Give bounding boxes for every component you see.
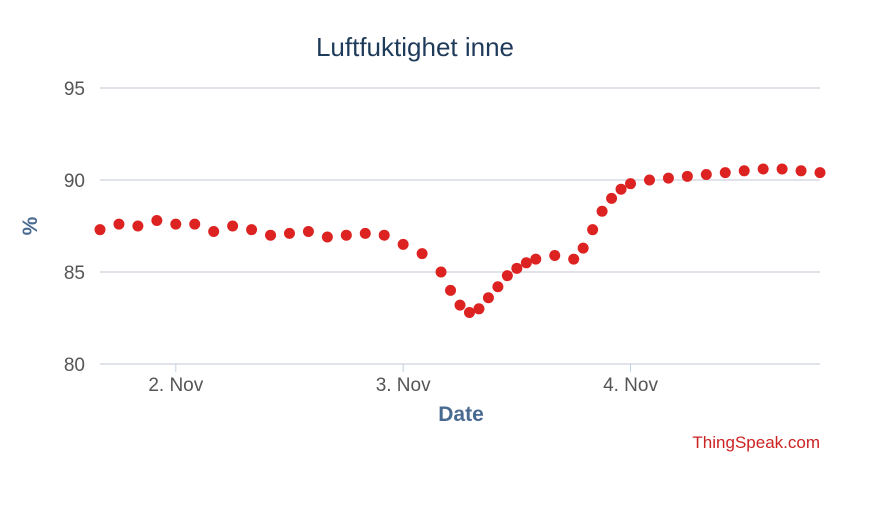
data-point[interactable]	[208, 226, 220, 238]
data-point[interactable]	[530, 253, 542, 265]
data-point[interactable]	[681, 170, 693, 182]
data-point[interactable]	[482, 292, 494, 304]
y-tick-label: 90	[64, 171, 85, 192]
y-axis-title: %	[19, 216, 42, 235]
data-point[interactable]	[246, 224, 258, 236]
data-point[interactable]	[549, 249, 561, 261]
data-point[interactable]	[587, 224, 599, 236]
y-tick-label: 95	[64, 79, 85, 100]
data-point[interactable]	[463, 306, 475, 318]
x-tick-label: 4. Nov	[603, 375, 658, 396]
data-point[interactable]	[795, 165, 807, 177]
y-axis-ticks: 95 90 85 80	[64, 79, 85, 376]
data-point[interactable]	[283, 227, 295, 239]
data-point[interactable]	[378, 229, 390, 241]
data-point[interactable]	[492, 281, 504, 293]
data-point[interactable]	[776, 163, 788, 175]
data-point[interactable]	[321, 231, 333, 243]
data-point[interactable]	[94, 224, 106, 236]
data-point[interactable]	[302, 226, 314, 238]
data-point[interactable]	[151, 214, 163, 226]
data-point[interactable]	[568, 253, 580, 265]
x-axis-title: Date	[438, 403, 484, 426]
data-point[interactable]	[814, 167, 826, 179]
data-point[interactable]	[359, 227, 371, 239]
data-point[interactable]	[170, 218, 182, 230]
data-point[interactable]	[416, 248, 428, 260]
data-point[interactable]	[520, 257, 532, 269]
data-point[interactable]	[340, 229, 352, 241]
data-point[interactable]	[265, 229, 277, 241]
chart-title: Luftfuktighet inne	[316, 32, 514, 62]
data-point[interactable]	[662, 172, 674, 184]
data-point[interactable]	[227, 220, 239, 232]
data-point[interactable]	[643, 174, 655, 186]
data-point[interactable]	[700, 168, 712, 180]
credit-link[interactable]: ThingSpeak.com	[692, 433, 820, 452]
x-tick-label: 2. Nov	[148, 375, 203, 396]
data-point[interactable]	[757, 163, 769, 175]
data-point[interactable]	[596, 205, 608, 217]
data-series	[94, 163, 826, 318]
y-tick-label: 85	[64, 263, 85, 284]
y-tick-label: 80	[64, 355, 85, 376]
x-axis-ticks: 2. Nov 3. Nov 4. Nov	[148, 364, 658, 396]
data-point[interactable]	[113, 218, 125, 230]
data-point[interactable]	[606, 192, 618, 204]
data-point[interactable]	[473, 303, 485, 315]
data-point[interactable]	[454, 299, 466, 311]
data-point[interactable]	[435, 266, 447, 278]
data-point[interactable]	[615, 183, 627, 195]
data-point[interactable]	[577, 242, 589, 254]
data-point[interactable]	[132, 220, 144, 232]
data-point[interactable]	[445, 284, 457, 296]
data-point[interactable]	[189, 218, 201, 230]
data-point[interactable]	[501, 270, 513, 282]
gridlines	[100, 87, 820, 365]
data-point[interactable]	[625, 178, 637, 190]
data-point[interactable]	[511, 262, 523, 274]
data-point[interactable]	[719, 167, 731, 179]
data-point[interactable]	[397, 238, 409, 250]
data-point[interactable]	[738, 165, 750, 177]
x-tick-label: 3. Nov	[376, 375, 431, 396]
